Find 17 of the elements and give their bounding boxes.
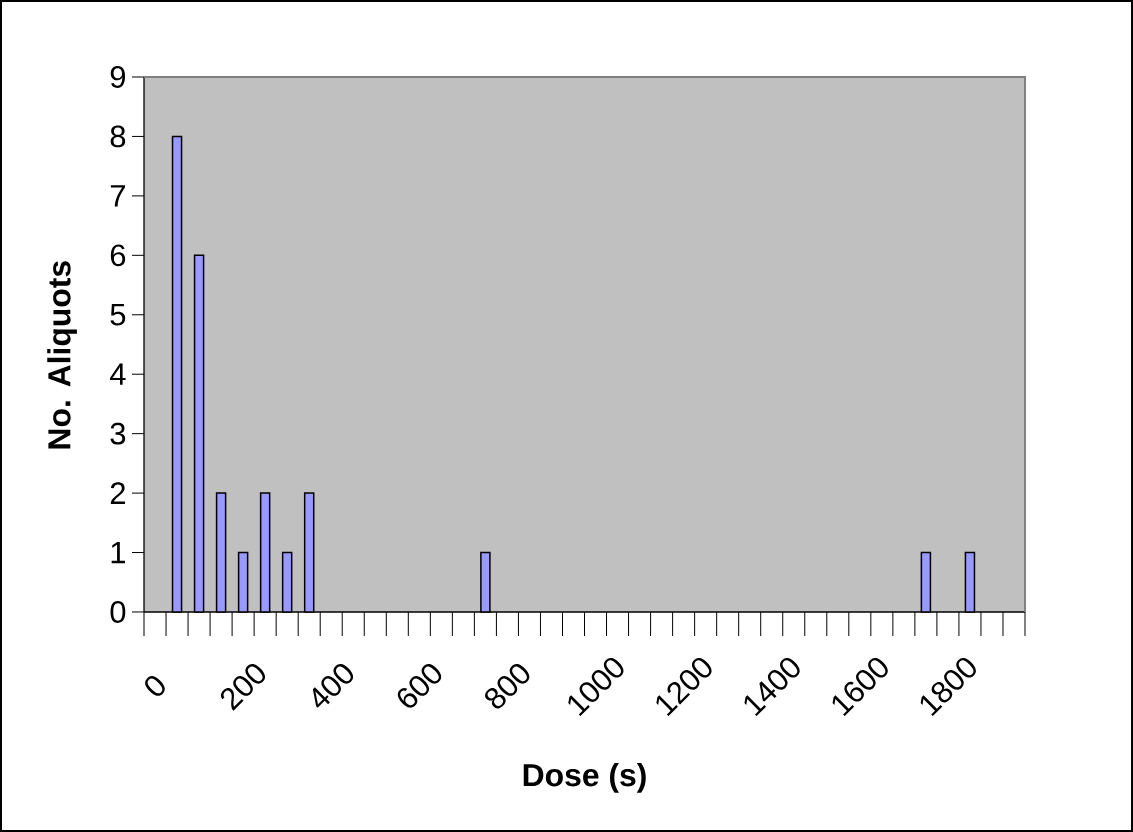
x-axis-title: Dose (s) [523, 762, 646, 793]
y-axis-title: No. Aliquots [47, 261, 77, 449]
y-tick-label: 1 [111, 541, 125, 564]
y-tick-label: 7 [110, 185, 125, 207]
y-tick-label: 2 [110, 482, 125, 504]
x-tick-label: 600 [397, 663, 442, 708]
y-tick-label: 3 [110, 422, 126, 445]
y-tick-label: 4 [110, 363, 126, 385]
y-tick-label: 5 [110, 303, 126, 326]
x-tick-label: 0 [145, 676, 165, 696]
x-tick-label: 400 [312, 663, 354, 708]
y-tick-label: 6 [110, 244, 126, 267]
x-tick-label: 800 [485, 663, 530, 709]
y-tick-label: 8 [110, 125, 126, 148]
y-tick-label: 9 [110, 66, 126, 88]
y-tick-label: 0 [110, 601, 126, 623]
x-tick-label: 200 [220, 663, 266, 711]
